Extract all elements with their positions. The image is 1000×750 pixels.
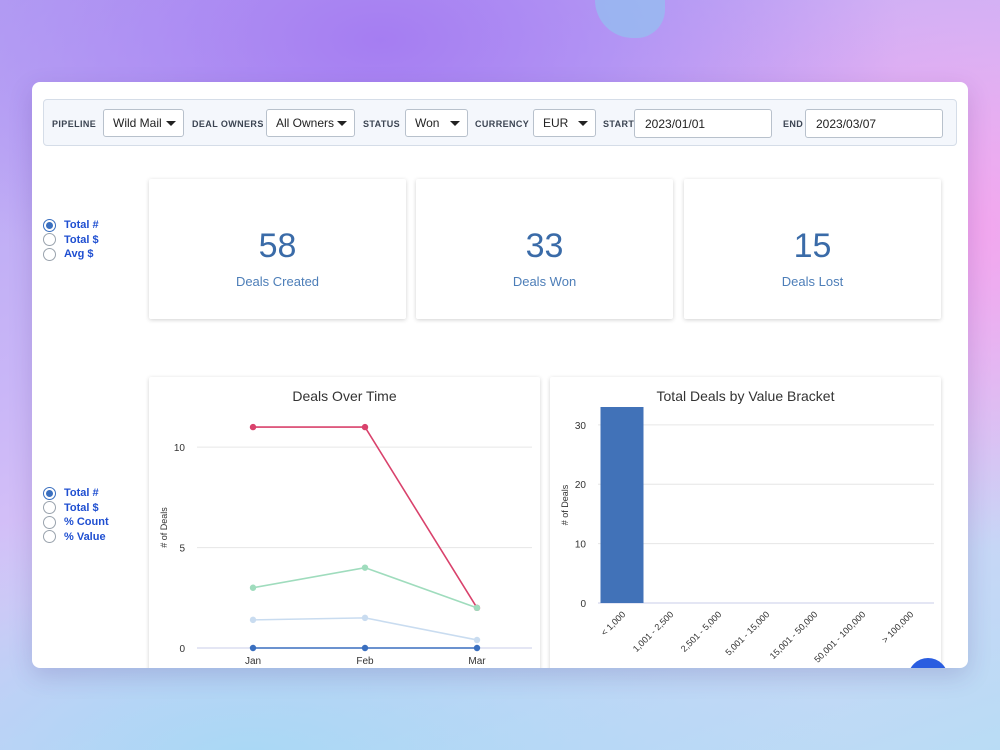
series-line: [252, 566, 478, 609]
deals-won-value: 33: [525, 227, 564, 265]
pipeline-select[interactable]: Wild Mail: [103, 109, 184, 137]
radio-button-checked[interactable]: [43, 486, 56, 500]
deals-over-time-chart: 0 5 10 Jan Feb Mar # of Deals: [159, 423, 532, 667]
radio-button[interactable]: [43, 233, 56, 247]
deals-created-card: 58 Deals Created: [149, 179, 406, 319]
stat-metric-option-label: Total #: [64, 219, 99, 232]
radio-button[interactable]: [43, 530, 56, 544]
deal-owners-label: DEAL OWNERS: [192, 119, 264, 129]
stat-metric-option[interactable]: Total #: [43, 218, 99, 233]
deals-lost-card: 15 Deals Lost: [684, 179, 941, 319]
data-point: [249, 616, 257, 624]
x-tick-label: 2,501 - 5,000: [679, 609, 724, 654]
help-chat-button[interactable]: [908, 658, 948, 668]
x-tick-label: Mar: [468, 656, 486, 667]
x-tick-label: 50,001 - 100,000: [812, 609, 867, 664]
deals-by-value-title: Total Deals by Value Bracket: [656, 388, 835, 404]
deal-owners-select-value: All Owners: [276, 116, 335, 130]
data-point: [361, 614, 369, 622]
series-line: [253, 426, 478, 609]
radio-button[interactable]: [43, 501, 56, 515]
stat-metric-radio-group: Total # Total $ Avg $: [43, 218, 99, 262]
pipeline-select-value: Wild Mail: [113, 116, 162, 130]
y-tick-label: 10: [174, 443, 186, 454]
end-date-label: END: [783, 119, 804, 129]
y-tick-label: 5: [179, 544, 185, 555]
data-point: [473, 644, 481, 652]
background-blob: [595, 0, 665, 38]
chevron-down-icon: [578, 121, 588, 126]
y-axis-label: # of Deals: [159, 507, 169, 548]
x-tick-label: Feb: [356, 656, 374, 667]
stat-metric-option-label: Total $: [64, 233, 99, 246]
chart-metric-option[interactable]: Total $: [43, 501, 109, 516]
data-point: [361, 644, 369, 652]
status-select[interactable]: Won: [405, 109, 468, 137]
stat-metric-option[interactable]: Avg $: [43, 247, 99, 262]
end-date-input[interactable]: 2023/03/07: [805, 109, 943, 138]
data-point: [473, 636, 481, 644]
start-date-input[interactable]: 2023/01/01: [634, 109, 772, 138]
chart-metric-option-label: % Count: [64, 516, 109, 529]
chevron-down-icon: [166, 121, 176, 126]
deal-owners-select[interactable]: All Owners: [266, 109, 355, 137]
deals-lost-value: 15: [793, 227, 832, 265]
y-tick-label: 20: [575, 480, 587, 491]
start-date-label: START: [603, 119, 635, 129]
chart-metric-radio-group: Total # Total $ % Count % Value: [43, 486, 109, 544]
bar: [600, 407, 644, 603]
chart-metric-option-label: Total #: [64, 487, 99, 500]
y-tick-label: 0: [179, 644, 185, 655]
x-tick-label: 15,001 - 50,000: [768, 609, 820, 661]
deals-won-card: 33 Deals Won: [416, 179, 673, 319]
data-point: [249, 644, 257, 652]
start-date-value: 2023/01/01: [645, 117, 706, 131]
chevron-down-icon: [337, 121, 347, 126]
x-tick-label: 5,001 - 15,000: [723, 609, 771, 657]
y-tick-label: 0: [580, 599, 586, 610]
deals-lost-label: Deals Lost: [781, 274, 844, 289]
currency-select-value: EUR: [543, 116, 569, 130]
chart-metric-option[interactable]: % Value: [43, 530, 109, 545]
deals-by-value-chart: 0 10 20 30 # of Deals < 1,000 1,001 - 2,500 2,5…: [560, 407, 934, 665]
x-tick-label: Jan: [245, 656, 261, 667]
x-tick-label: > 100,000: [880, 609, 916, 645]
data-point: [361, 423, 369, 431]
data-point: [249, 584, 257, 591]
data-point: [473, 604, 481, 612]
status-select-value: Won: [415, 116, 440, 130]
x-tick-label: < 1,000: [599, 609, 627, 637]
stat-metric-option[interactable]: Total $: [43, 233, 99, 248]
chart-metric-option[interactable]: % Count: [43, 515, 109, 530]
deals-won-label: Deals Won: [512, 274, 577, 289]
y-tick-label: 10: [575, 540, 587, 551]
chevron-down-icon: [450, 121, 460, 126]
stat-metric-option-label: Avg $: [64, 248, 94, 261]
deals-over-time-title: Deals Over Time: [292, 388, 397, 404]
chart-metric-option-label: Total $: [64, 501, 99, 514]
data-point: [361, 564, 369, 571]
radio-button[interactable]: [43, 515, 56, 529]
deals-created-value: 58: [258, 227, 297, 265]
chart-metric-option-label: % Value: [64, 530, 106, 543]
end-date-value: 2023/03/07: [816, 117, 877, 131]
y-axis-label: # of Deals: [560, 484, 570, 525]
filter-bar: PIPELINE Wild Mail DEAL OWNERS All Owner…: [43, 99, 957, 146]
x-tick-label: 1,001 - 2,500: [631, 609, 676, 654]
deals-by-value-card: Total Deals by Value Bracket 0 10 20 30 # of…: [550, 377, 941, 668]
pipeline-label: PIPELINE: [52, 119, 97, 129]
data-point: [249, 423, 257, 431]
deals-over-time-card: Deals Over Time 0 5 10 Jan Feb Mar # of Deals: [149, 377, 540, 668]
radio-button-checked[interactable]: [43, 218, 56, 232]
deals-created-label: Deals Created: [235, 274, 320, 289]
radio-button[interactable]: [43, 247, 56, 261]
chart-metric-option[interactable]: Total #: [43, 486, 109, 501]
y-tick-label: 30: [575, 421, 587, 432]
currency-select[interactable]: EUR: [533, 109, 596, 137]
series-line: [252, 617, 478, 641]
dashboard-window: PIPELINE Wild Mail DEAL OWNERS All Owner…: [32, 82, 968, 668]
currency-label: CURRENCY: [475, 119, 530, 129]
status-label: STATUS: [363, 119, 401, 129]
